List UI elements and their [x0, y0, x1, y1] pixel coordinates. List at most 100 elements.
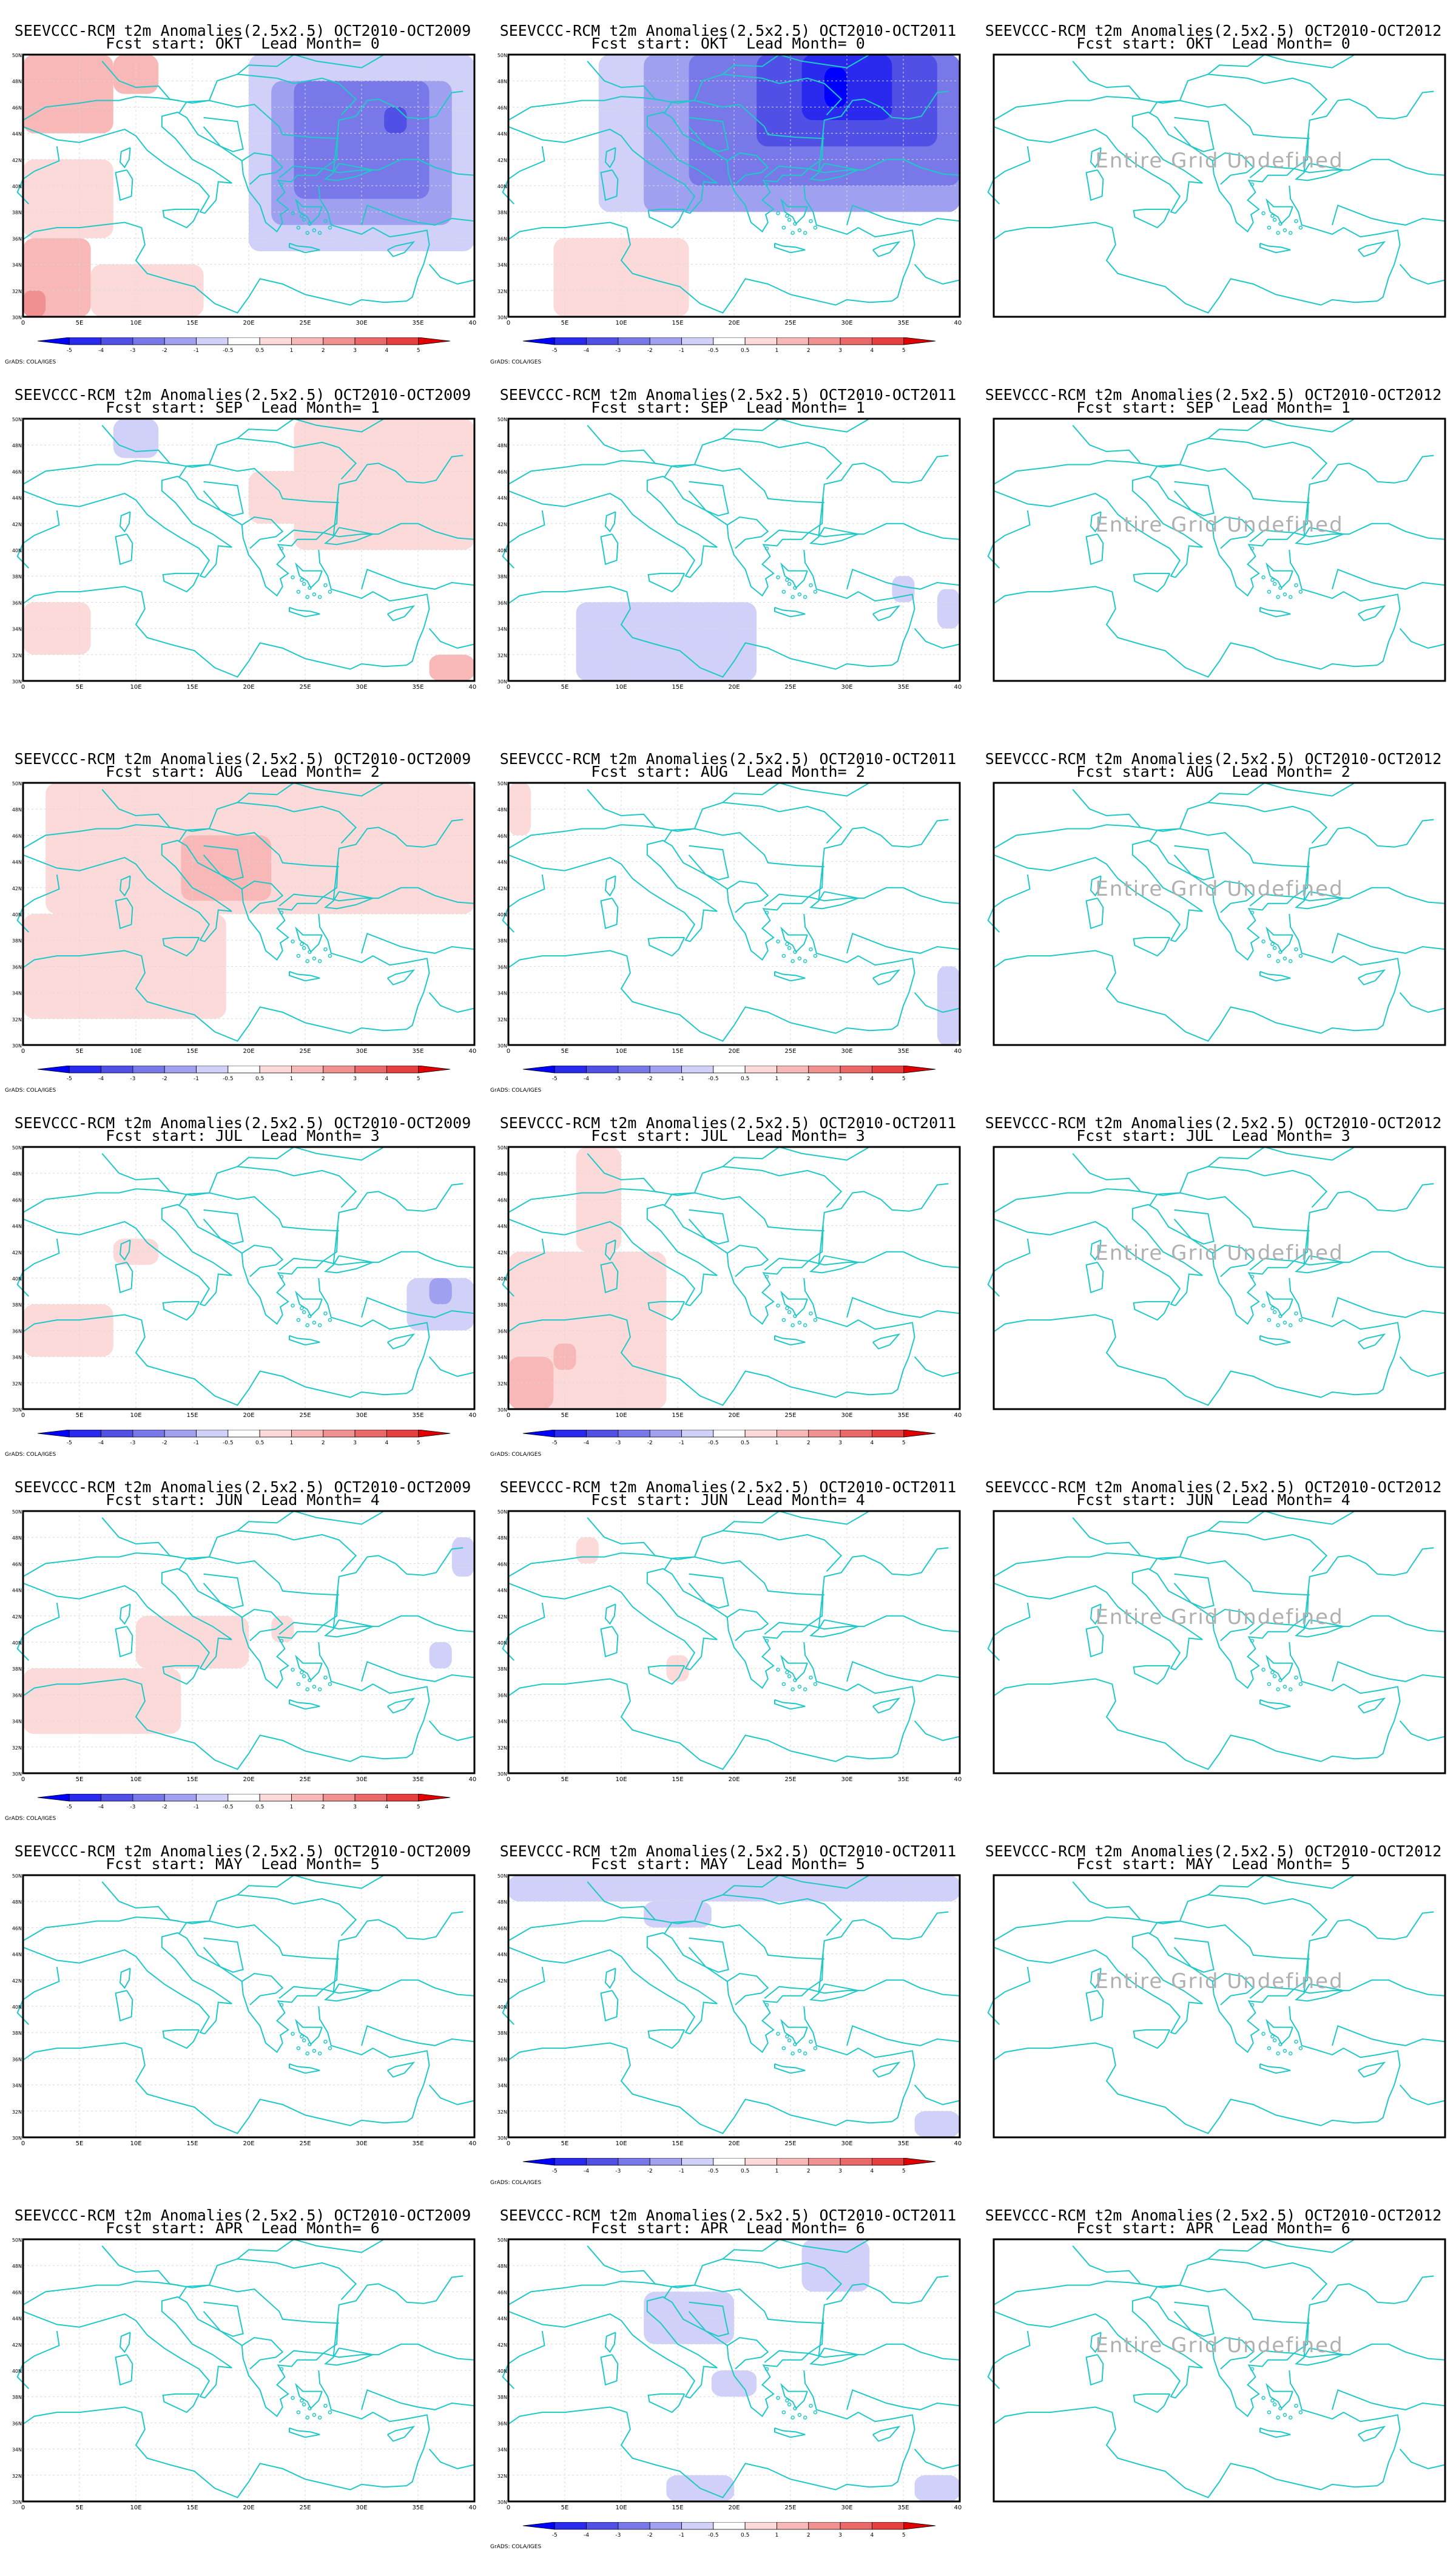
forecast-panel: SEEVCCC-RCM t2m Anomalies(2.5x2.5) OCT20… — [0, 1092, 485, 1458]
coastline — [993, 1916, 1150, 1941]
colorbar-swatch — [618, 2158, 650, 2166]
colorbar-label: -4 — [584, 348, 589, 354]
colorbar-swatch — [101, 1430, 133, 1438]
coastline — [780, 562, 808, 589]
y-tick-label: 48N — [497, 1171, 507, 1177]
coastline — [803, 185, 915, 302]
anomaly-map: Entire Grid Undefined — [987, 418, 1446, 682]
island — [1298, 1682, 1303, 1686]
colorbar-swatch — [354, 1794, 387, 1802]
coastline — [162, 208, 200, 229]
x-tick-label: 40E — [468, 1412, 477, 1419]
colorbar-label: -2 — [162, 1076, 167, 1082]
island — [302, 217, 306, 222]
coastline — [587, 1153, 843, 1208]
colorbar-swatch — [618, 337, 650, 345]
x-tick-label: 10E — [130, 2140, 141, 2147]
map-frame — [22, 782, 476, 1046]
island — [1282, 1685, 1287, 1689]
y-tick-label: 32N — [497, 1381, 507, 1387]
coastline — [361, 2025, 475, 2046]
island — [785, 2034, 789, 2038]
anomaly-map: 0 5E 10E 15E 20E 25E 30E 35E 40E 30N 32N 34N 36N 38N 4… — [12, 1510, 477, 1783]
anomaly-region — [576, 602, 757, 681]
colorbar-label: -5 — [67, 1440, 72, 1446]
colorbar-label: 1 — [775, 1440, 779, 1446]
island — [797, 228, 802, 232]
y-tick-label: 36N — [497, 2421, 507, 2426]
y-tick-label: 42N — [12, 522, 22, 527]
island — [302, 2038, 306, 2043]
island — [764, 1274, 769, 1279]
colorbar-label: -2 — [647, 2532, 653, 2538]
y-tick-label: 40N — [12, 548, 22, 553]
island — [317, 595, 322, 600]
y-tick-label: 44N — [497, 496, 507, 501]
coastline — [663, 1556, 824, 1596]
colorbar-swatch — [681, 1066, 714, 1074]
coastline — [1295, 527, 1346, 546]
coastline — [1259, 2063, 1291, 2074]
map-frame — [507, 1146, 961, 1410]
coastline — [428, 1720, 475, 1742]
coastline — [295, 562, 323, 589]
coastline — [237, 2238, 385, 2260]
x-tick-label: 30E — [356, 1048, 367, 1055]
colorbar-label: 3 — [353, 1440, 357, 1446]
colorbar-swatch — [808, 1066, 841, 1074]
island — [1250, 910, 1255, 915]
coastline — [604, 1967, 616, 1989]
island — [1278, 222, 1282, 226]
coastline — [1090, 147, 1102, 169]
coastline — [237, 1510, 385, 1532]
colorbar-swatch — [808, 337, 841, 345]
coastline — [1212, 152, 1255, 185]
y-tick-label: 38N — [12, 574, 22, 580]
coastline — [1332, 933, 1446, 954]
panel-subtitle: Fcst start: MAY Lead Month= 5 — [591, 1855, 865, 1873]
colorbar-swatch — [777, 2522, 809, 2530]
coastline — [428, 263, 475, 285]
coastline — [101, 1517, 357, 1572]
undefined-grid-label: Entire Grid Undefined — [1095, 877, 1343, 901]
x-tick-label: 35E — [412, 684, 423, 691]
x-tick-label: 35E — [897, 684, 909, 691]
y-tick-label: 40N — [12, 1640, 22, 1646]
island — [279, 1274, 284, 1279]
y-tick-label: 42N — [12, 1614, 22, 1620]
colorbar-swatch — [196, 1066, 229, 1074]
forecast-panel: SEEVCCC-RCM t2m Anomalies(2.5x2.5) OCT20… — [485, 1092, 971, 1458]
island — [1288, 231, 1293, 235]
colorbar-swatch — [840, 1066, 872, 1074]
y-tick-label: 44N — [497, 132, 507, 137]
coastline — [818, 455, 949, 537]
island — [1288, 1323, 1293, 1328]
y-tick-label: 38N — [12, 1666, 22, 1672]
island — [300, 2398, 304, 2403]
y-tick-label: 30N — [12, 1043, 22, 1049]
island — [1272, 1310, 1277, 1314]
colorbar: -5 -4 -3 -2 -1 -0.5 0.5 1 2 3 4 5 — [522, 1066, 936, 1082]
panel-title: SEEVCCC-RCM t2m Anomalies(2.5x2.5) OCT20… — [985, 1114, 1442, 1132]
colorbar-swatch — [37, 337, 70, 345]
colorbar-label: 3 — [838, 1076, 842, 1082]
island — [323, 2040, 328, 2044]
colorbar-swatch — [522, 2158, 555, 2166]
coastline — [295, 926, 323, 953]
colorbar-swatch — [649, 337, 682, 345]
colorbar: -5 -4 -3 -2 -1 -0.5 0.5 1 2 3 4 5 — [522, 2158, 936, 2174]
y-tick-label: 32N — [497, 289, 507, 294]
coastline — [663, 1192, 824, 1232]
y-tick-label: 30N — [497, 1407, 507, 1413]
panel-subtitle: Fcst start: JUN Lead Month= 4 — [591, 1491, 865, 1509]
island — [1298, 2046, 1303, 2051]
island — [328, 1317, 332, 1322]
panel-title: SEEVCCC-RCM t2m Anomalies(2.5x2.5) OCT20… — [985, 2207, 1442, 2224]
coastline — [22, 111, 324, 233]
y-tick-label: 50N — [497, 2238, 507, 2243]
coastline — [119, 2332, 131, 2353]
colorbar-swatch — [37, 1066, 70, 1074]
anomaly-map: 0 5E 10E 15E 20E 25E 30E 35E 40E 30N 32N 34N 36N 38N 4… — [12, 782, 477, 1055]
colorbar-swatch — [903, 1430, 936, 1438]
coastline — [1259, 243, 1291, 254]
